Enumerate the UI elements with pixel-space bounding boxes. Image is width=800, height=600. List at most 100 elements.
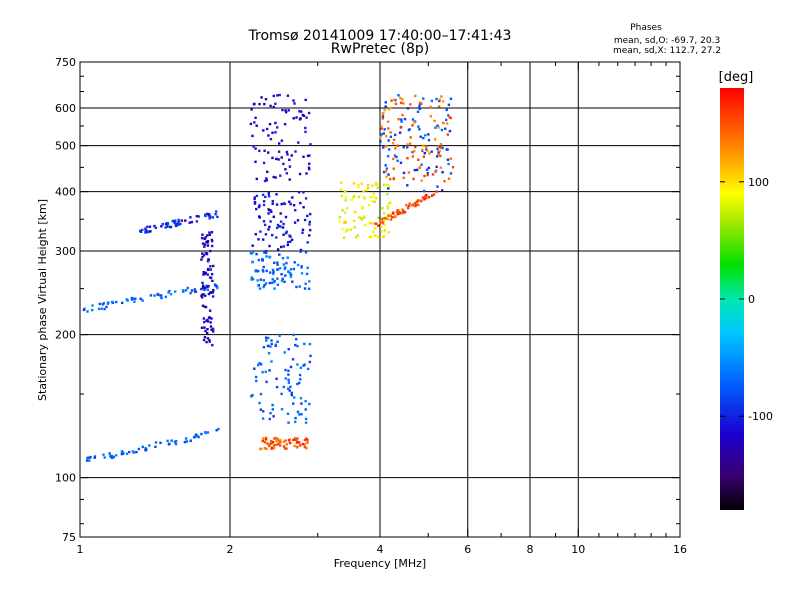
data-point <box>201 252 204 255</box>
data-point <box>270 441 273 445</box>
data-point <box>206 320 210 323</box>
data-point <box>384 164 387 167</box>
data-point <box>276 263 279 266</box>
data-point <box>164 222 168 226</box>
data-point <box>436 155 439 158</box>
data-point <box>419 101 422 105</box>
data-point <box>206 285 209 289</box>
data-point <box>357 186 360 189</box>
data-point <box>309 228 312 232</box>
data-point <box>344 196 348 199</box>
data-point <box>284 368 287 372</box>
data-point <box>386 205 389 208</box>
data-point <box>308 402 311 406</box>
data-point <box>439 143 443 146</box>
data-point <box>384 101 387 104</box>
data-point <box>261 259 264 262</box>
data-point <box>391 142 395 145</box>
data-point <box>300 266 303 269</box>
data-point <box>293 396 296 399</box>
data-point <box>339 188 343 191</box>
data-point <box>169 293 173 296</box>
data-point <box>263 179 267 183</box>
data-point <box>255 124 258 127</box>
data-point <box>262 285 265 289</box>
data-point <box>382 132 385 135</box>
data-point <box>212 330 215 333</box>
data-point <box>304 197 308 200</box>
data-point <box>392 177 395 181</box>
y-axis-ticks: 75 100 200 300 400 500 600 750 <box>55 56 680 544</box>
data-point <box>265 179 268 182</box>
colorbar-tick-label: 100 <box>748 176 769 189</box>
data-point <box>449 97 453 100</box>
data-point <box>279 439 282 442</box>
data-point <box>293 221 297 224</box>
data-point <box>262 220 266 223</box>
data-point <box>205 252 208 255</box>
data-point <box>374 181 378 185</box>
data-point <box>435 190 438 193</box>
data-point <box>203 336 207 339</box>
data-point <box>209 321 212 324</box>
data-point <box>372 230 375 234</box>
data-point <box>398 131 402 134</box>
data-point <box>268 209 271 212</box>
data-point <box>288 389 291 392</box>
data-point <box>164 295 167 299</box>
data-point <box>262 203 266 207</box>
data-point <box>307 111 311 115</box>
data-point <box>406 206 410 210</box>
data-point <box>202 273 205 276</box>
data-point <box>276 437 279 440</box>
data-point <box>280 245 283 249</box>
data-point <box>271 199 274 203</box>
data-point <box>361 207 364 210</box>
data-point <box>298 110 301 113</box>
data-point <box>305 272 309 276</box>
data-point <box>141 445 144 449</box>
data-point <box>447 162 450 166</box>
data-point <box>371 195 375 199</box>
data-point <box>206 331 209 335</box>
data-point <box>253 121 256 124</box>
data-point <box>292 117 295 120</box>
data-point <box>381 220 385 223</box>
data-point <box>276 248 280 251</box>
data-point <box>365 188 368 192</box>
data-point <box>406 143 409 146</box>
data-point <box>259 278 262 281</box>
data-point <box>385 134 388 138</box>
data-point <box>211 327 215 330</box>
colorbar-ticks: 100 0 -100 <box>720 176 773 423</box>
data-point <box>384 105 387 108</box>
data-point <box>383 223 387 226</box>
data-point <box>357 184 360 187</box>
data-point <box>304 408 307 411</box>
data-point <box>253 201 257 204</box>
data-point <box>189 439 192 443</box>
data-point <box>299 444 302 447</box>
y-tick-label: 400 <box>55 186 76 199</box>
data-point <box>286 243 289 247</box>
data-point <box>306 241 309 244</box>
data-point <box>276 223 280 227</box>
data-point <box>265 255 268 258</box>
data-point <box>381 207 384 210</box>
data-point <box>380 127 383 130</box>
data-point <box>274 131 277 134</box>
data-point <box>385 167 389 170</box>
data-point <box>308 342 312 346</box>
data-point <box>381 222 385 225</box>
data-point <box>260 96 263 99</box>
data-point <box>444 127 447 130</box>
data-point <box>371 184 374 187</box>
data-point <box>382 112 385 115</box>
data-point <box>202 284 205 287</box>
data-point <box>287 381 291 384</box>
data-point <box>277 439 281 443</box>
data-point <box>294 209 297 212</box>
data-point <box>122 451 125 455</box>
data-point <box>261 439 264 443</box>
